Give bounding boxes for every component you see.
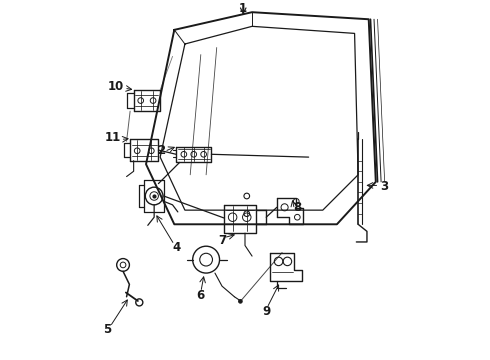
Text: 8: 8 <box>293 201 301 214</box>
Text: 3: 3 <box>381 180 389 193</box>
Text: 11: 11 <box>104 131 121 144</box>
Text: 5: 5 <box>103 323 111 336</box>
Text: 1: 1 <box>239 2 247 15</box>
Circle shape <box>239 300 242 303</box>
Text: 4: 4 <box>172 241 180 254</box>
Text: 6: 6 <box>196 289 205 302</box>
Text: 7: 7 <box>219 234 227 247</box>
Text: 2: 2 <box>157 144 165 157</box>
Text: 9: 9 <box>263 305 271 318</box>
Text: 10: 10 <box>108 80 124 93</box>
